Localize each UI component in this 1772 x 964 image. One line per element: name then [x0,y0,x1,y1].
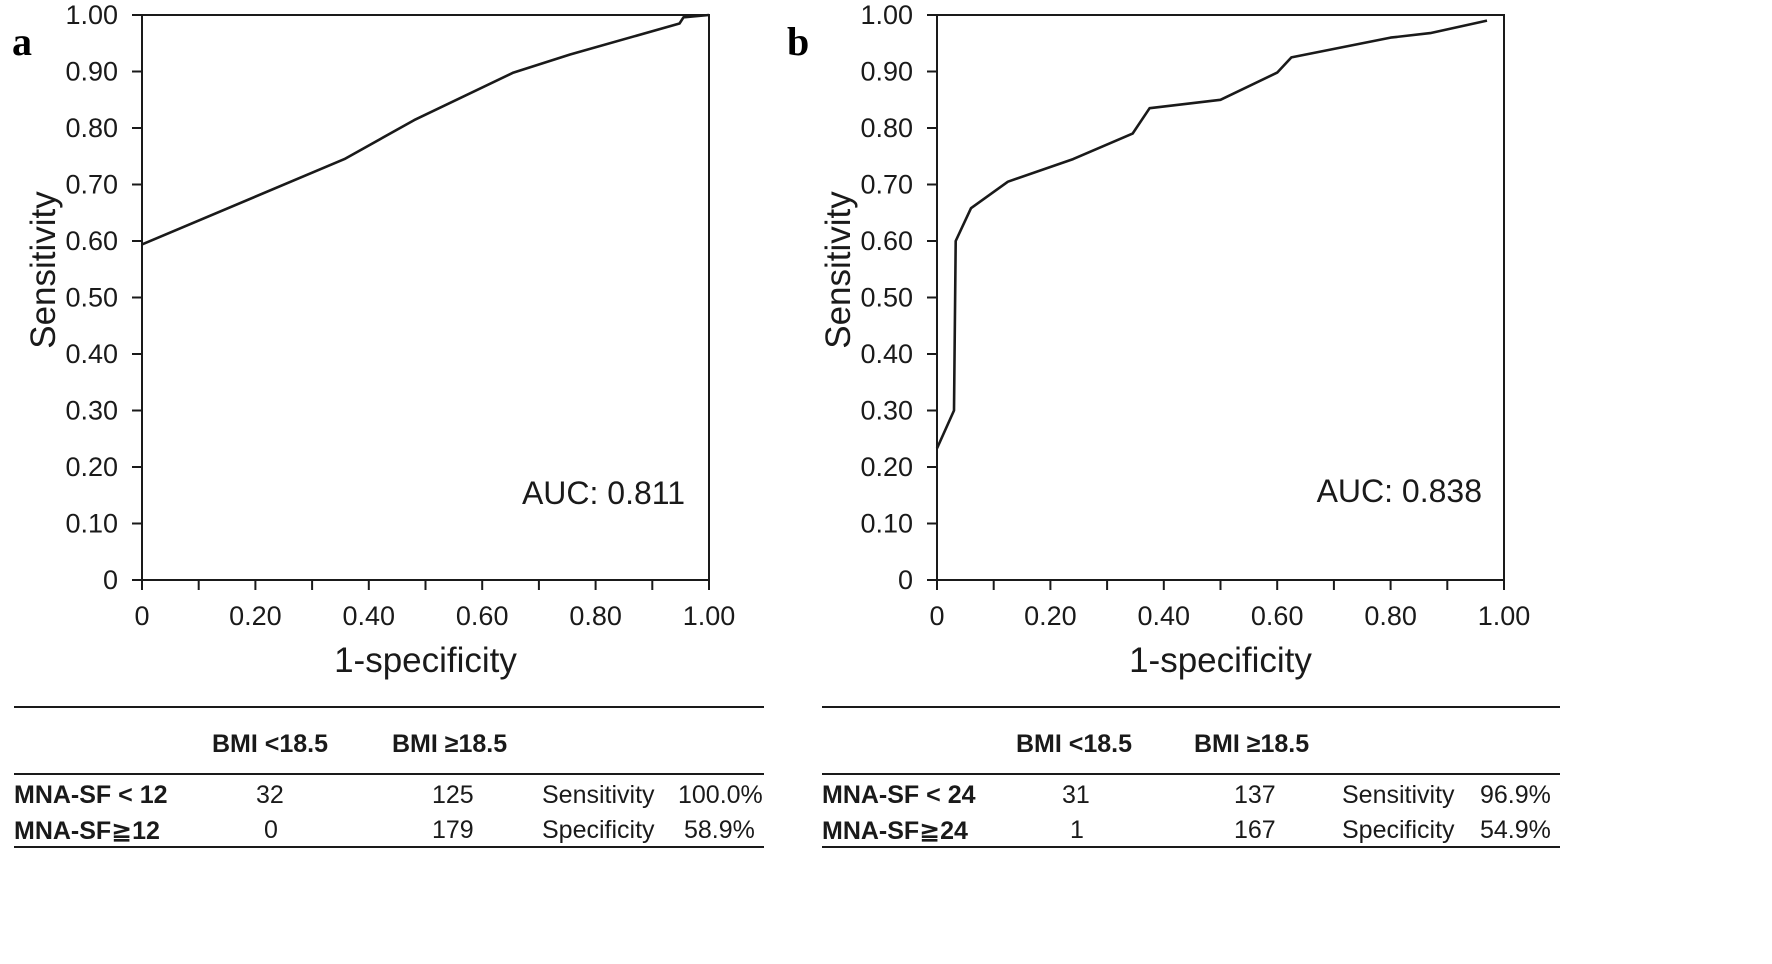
y-tick-label: 0.10 [65,509,118,539]
stat-label: Specificity [1342,816,1455,844]
y-tick-label: 0.40 [65,339,118,369]
panel-letter: b [787,19,809,64]
row-label: MNA-SF≧12 [14,817,160,845]
x-tick-label: 0.40 [343,601,396,631]
cell-value: 179 [432,816,474,844]
stat-value: 100.0% [678,781,763,809]
table-mid-rule [822,773,1560,775]
y-tick-label: 0.40 [860,339,913,369]
panel-letter: a [12,19,32,64]
roc-curve-line [141,13,710,246]
x-tick-label: 1.00 [683,601,736,631]
table-bottom-rule [14,846,764,848]
stat-value: 96.9% [1480,781,1551,809]
x-tick-label: 0 [929,601,944,631]
x-tick-label: 0.60 [1251,601,1304,631]
x-tick-label: 0.40 [1138,601,1191,631]
y-tick-label: 0.20 [65,452,118,482]
y-tick-label: 0.90 [65,57,118,87]
stat-value: 54.9% [1480,816,1551,844]
chart-panel-b: b 0 0.10 0.20 0.30 0.40 0.50 0.60 0.70 0.80 0.90 1.… [787,0,1530,680]
y-axis-title: Sensitivity [24,191,63,349]
y-tick-label: 0.30 [860,396,913,426]
chart-panel-a: a 0 0.10 0.20 0.30 0.40 0.50 0.60 0.70 0.80 0.90 1.… [12,0,735,680]
y-tick-label: 0.50 [65,283,118,313]
table-mid-rule [14,773,764,775]
table-top-rule [14,706,764,708]
y-tick-label: 0.30 [65,396,118,426]
table-top-rule [822,706,1560,708]
cell-value: 167 [1234,816,1276,844]
x-tick-label: 0.20 [1024,601,1077,631]
header-bmi-over: BMI ≥18.5 [392,730,508,758]
y-tick-label: 0.10 [860,509,913,539]
stat-label: Specificity [542,816,655,844]
row-label: MNA-SF≧24 [822,817,968,845]
x-axis-title: 1-specificity [334,641,517,680]
x-tick-label: 0.60 [456,601,509,631]
row-label: MNA-SF < 12 [14,781,168,809]
y-tick-label: 0.80 [860,113,913,143]
y-axis-title: Sensitivity [819,191,858,349]
stat-label: Sensitivity [542,781,655,809]
roc-charts: a 0 0.10 0.20 0.30 0.40 0.50 0.60 0.70 0.80 0.90 1.… [12,0,1530,680]
y-tick-label: 0.60 [860,226,913,256]
cell-value: 125 [432,781,474,809]
stat-label: Sensitivity [1342,781,1455,809]
cell-value: 1 [1070,816,1084,844]
table-bottom-rule [822,846,1560,848]
y-tick-label: 0 [103,565,118,595]
y-tick-label: 0.70 [65,170,118,200]
auc-annotation: AUC: 0.838 [1317,473,1482,509]
x-axis-title: 1-specificity [1129,641,1312,680]
y-tick-label: 0 [898,565,913,595]
y-tick-label: 0.90 [860,57,913,87]
x-tick-label: 0.80 [569,601,622,631]
stat-value: 58.9% [684,816,755,844]
cell-value: 0 [264,816,278,844]
y-tick-label: 0.20 [860,452,913,482]
x-tick-label: 0.20 [229,601,282,631]
y-tick-label: 1.00 [860,0,913,30]
row-label: MNA-SF < 24 [822,781,976,809]
x-tick-label: 0 [134,601,149,631]
auc-annotation: AUC: 0.811 [522,475,685,511]
y-tick-label: 0.50 [860,283,913,313]
cell-value: 137 [1234,781,1276,809]
x-tick-label: 0.80 [1364,601,1417,631]
table-b: BMI <18.5 BMI ≥18.5 MNA-SF < 24 31 137 S… [822,706,1560,856]
y-tick-label: 0.70 [860,170,913,200]
header-bmi-under: BMI <18.5 [212,730,329,758]
cell-value: 32 [256,781,284,809]
table-a: BMI <18.5 BMI ≥18.5 MNA-SF < 12 32 125 S… [14,706,764,856]
header-bmi-over: BMI ≥18.5 [1194,730,1310,758]
y-tick-label: 0.60 [65,226,118,256]
roc-curve-line [935,19,1488,449]
header-bmi-under: BMI <18.5 [1016,730,1133,758]
cell-value: 31 [1062,781,1090,809]
y-tick-label: 0.80 [65,113,118,143]
x-tick-label: 1.00 [1478,601,1531,631]
y-tick-label: 1.00 [65,0,118,30]
